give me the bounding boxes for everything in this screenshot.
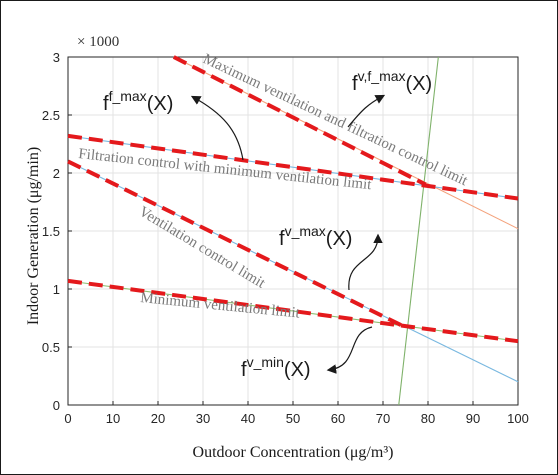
x-tick-label: 70 <box>376 411 390 426</box>
label-f-v-min: fv_min(X) <box>241 354 311 381</box>
x-tick-label: 0 <box>64 411 71 426</box>
y-tick-label: 0 <box>53 398 60 413</box>
y-tick-label: 1.5 <box>42 224 60 239</box>
x-tick-label: 30 <box>196 411 210 426</box>
y-tick-label: 2.5 <box>42 108 60 123</box>
label-min-vent: Minimum ventilation limit <box>140 290 302 322</box>
y-tick-label: 0.5 <box>42 340 60 355</box>
arrow-f-f-max <box>190 95 244 161</box>
x-tick-label: 90 <box>466 411 480 426</box>
model-curve-1 <box>67 133 519 201</box>
y-tick-labels: 0 0.5 1 1.5 2 2.5 3 <box>42 50 72 413</box>
model-curve-3 <box>67 278 519 344</box>
x-tick-label: 10 <box>106 411 120 426</box>
x-tick-label: 100 <box>507 411 529 426</box>
y-axis-label: Indoor Generation (μg/min) <box>25 147 42 325</box>
label-vent-control: Ventilation control limit <box>136 204 269 292</box>
model-curves <box>67 55 519 344</box>
y-tick-label: 2 <box>53 166 60 181</box>
label-f-f-max: ff_max(X) <box>103 88 173 115</box>
x-tick-label: 50 <box>286 411 300 426</box>
x-tick-label: 40 <box>241 411 255 426</box>
x-axis-label: Outdoor Concentration (μg/m³) <box>193 444 394 461</box>
x-tick-label: 80 <box>421 411 435 426</box>
x-tick-label: 20 <box>151 411 165 426</box>
y-multiplier: × 1000 <box>77 34 119 50</box>
x-tick-label: 60 <box>331 411 345 426</box>
series-line-4 <box>398 56 439 406</box>
arrow-f-v-max <box>348 233 383 291</box>
x-tick-labels: 0 10 20 30 40 50 60 70 80 90 100 <box>64 401 529 426</box>
arrow-f-vf-max <box>347 94 386 128</box>
series-line-2 <box>67 160 519 383</box>
label-f-vf-max: fv,f_max(X) <box>352 68 432 95</box>
arrow-f-v-min <box>326 326 373 374</box>
label-f-v-max: fv_max(X) <box>279 223 352 250</box>
y-tick-label: 3 <box>53 50 60 65</box>
y-tick-label: 1 <box>53 282 60 297</box>
model-curve-0 <box>172 55 427 187</box>
label-filt-min-vent: Filtration control with minimum ventilat… <box>78 146 373 193</box>
